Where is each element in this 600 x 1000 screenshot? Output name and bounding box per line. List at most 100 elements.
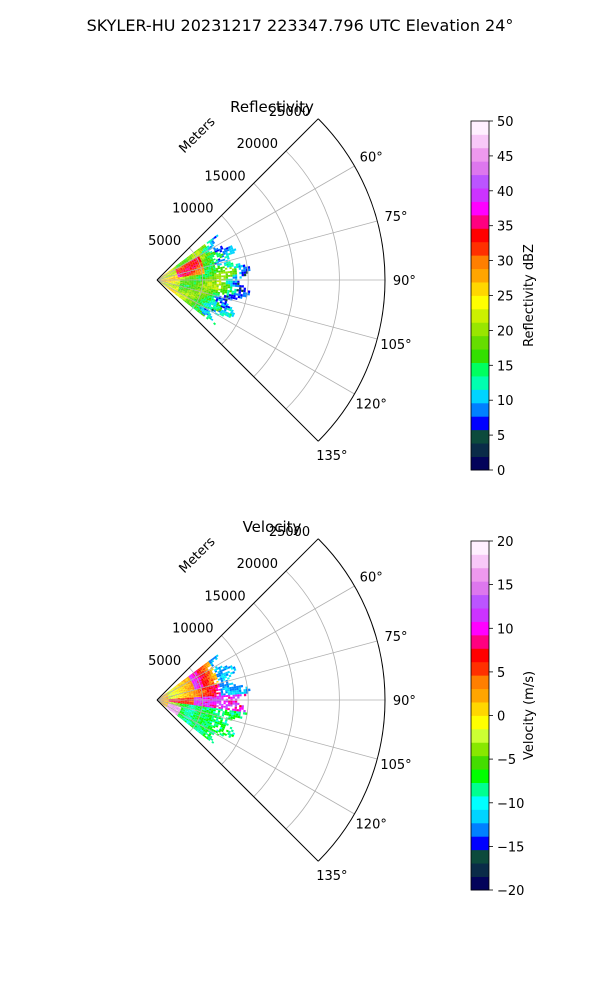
echo-cell <box>177 714 181 716</box>
echo-cell <box>174 287 177 289</box>
echo-cell <box>169 289 172 292</box>
echo-cell <box>178 684 181 687</box>
echo-cell <box>168 700 172 702</box>
echo-cell <box>192 256 195 259</box>
echo-cell <box>209 691 212 694</box>
echo-cell <box>202 716 205 719</box>
echo-cell <box>165 275 169 277</box>
colorbar-swatch <box>471 621 489 636</box>
echo-cell <box>225 287 228 290</box>
echo-cell <box>204 716 208 719</box>
echo-cell <box>209 661 213 664</box>
echo-cell <box>169 693 173 695</box>
echo-cell <box>201 292 204 295</box>
echo-cell <box>237 263 241 266</box>
echo-cell <box>203 729 206 732</box>
echo-cell <box>203 277 206 280</box>
echo-cell <box>195 284 199 286</box>
echo-cell <box>196 293 199 295</box>
echo-cell <box>191 272 194 274</box>
echo-cell <box>187 696 190 698</box>
echo-cell <box>208 259 212 262</box>
echo-cell <box>175 276 178 278</box>
echo-cell <box>188 675 192 679</box>
echo-cell <box>197 725 200 728</box>
echo-cell <box>236 265 239 269</box>
echo-cell <box>196 702 199 704</box>
echo-cell <box>208 664 212 667</box>
echo-cell <box>189 297 192 299</box>
echo-cell <box>185 710 188 712</box>
echo-cell <box>224 733 228 736</box>
echo-cell <box>218 668 222 671</box>
echo-cell <box>182 715 185 718</box>
echo-cell <box>201 731 205 735</box>
echo-cell <box>235 713 239 716</box>
echo-cell <box>201 303 204 306</box>
echo-cell <box>168 703 171 705</box>
echo-cell <box>211 255 215 258</box>
echo-cell <box>203 680 207 683</box>
echo-cell <box>221 283 224 286</box>
echo-cell <box>230 729 234 733</box>
echo-cell <box>185 270 189 272</box>
echo-cell <box>212 701 215 704</box>
echo-cell <box>195 273 199 276</box>
echo-cell <box>174 693 178 695</box>
echo-cell <box>198 258 201 261</box>
echo-cell <box>189 711 192 714</box>
echo-cell <box>187 281 190 283</box>
echo-cell <box>176 706 180 708</box>
echo-cell <box>195 308 198 312</box>
echo-cell <box>184 700 188 702</box>
echo-cell <box>197 287 200 290</box>
echo-cell <box>194 251 198 255</box>
echo-cell <box>216 274 219 276</box>
echo-cell <box>168 271 172 273</box>
echo-cell <box>218 273 222 276</box>
echo-cell <box>226 711 230 714</box>
echo-cell <box>232 666 236 670</box>
echo-cell <box>236 289 239 292</box>
theta-tick-label: 105° <box>380 758 411 773</box>
echo-cell <box>182 274 185 276</box>
echo-cell <box>205 253 209 256</box>
echo-cell <box>213 688 216 690</box>
echo-cell <box>172 290 175 293</box>
echo-cell <box>238 267 242 270</box>
echo-cell <box>166 281 169 282</box>
echo-cell <box>239 287 242 290</box>
echo-cell <box>202 285 205 287</box>
echo-cell <box>173 702 176 704</box>
echo-cell <box>203 700 206 702</box>
echo-cell <box>194 290 197 293</box>
echo-cell <box>201 728 204 731</box>
echo-cell <box>220 247 224 250</box>
echo-cell <box>207 262 210 265</box>
echo-cell <box>175 275 178 277</box>
echo-cell <box>232 671 235 674</box>
echo-cell <box>212 281 215 284</box>
echo-cell <box>202 695 206 697</box>
echo-cell <box>228 248 232 251</box>
echo-cell <box>218 722 222 726</box>
echo-cell <box>172 693 175 695</box>
echo-cell <box>190 294 194 297</box>
echo-cell <box>207 281 210 284</box>
echo-cell <box>225 671 228 675</box>
echo-cell <box>175 280 178 282</box>
echo-cell <box>170 697 174 698</box>
echo-cell <box>233 710 237 714</box>
echo-cell <box>177 687 180 690</box>
echo-cell <box>192 262 196 265</box>
echo-cell <box>221 301 225 305</box>
echo-cell <box>225 305 229 308</box>
echo-cell <box>185 258 188 261</box>
echo-cell <box>201 246 205 250</box>
echo-cell <box>161 275 163 278</box>
echo-cell <box>174 692 177 694</box>
echo-cell <box>211 675 215 678</box>
colorbar-swatch <box>471 728 489 743</box>
echo-cell <box>168 281 172 282</box>
colorbar-tick-label: −10 <box>497 797 524 812</box>
